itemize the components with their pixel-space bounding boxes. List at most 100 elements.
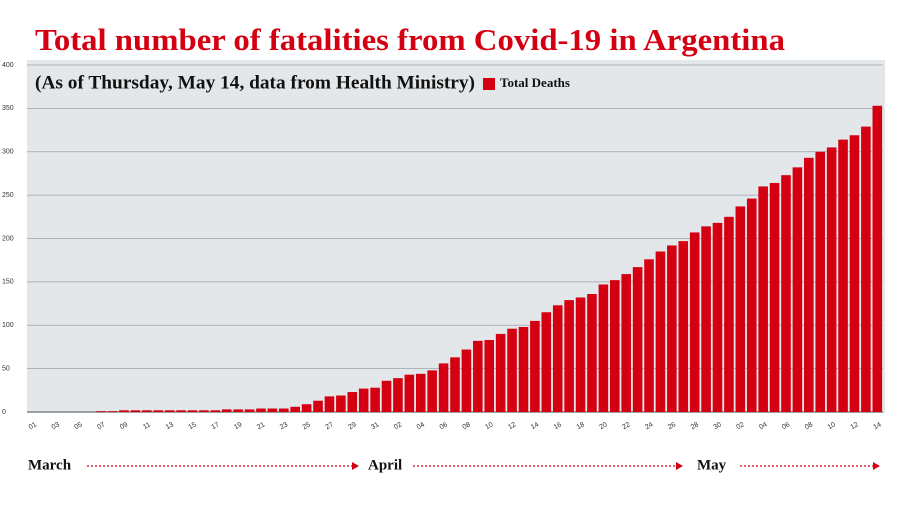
bar	[290, 406, 301, 412]
y-tick-label: 250	[2, 192, 14, 199]
bar	[746, 198, 757, 412]
bar	[404, 374, 415, 412]
month-label: March	[28, 457, 72, 473]
x-tick-label: 17	[210, 421, 220, 431]
x-tick-label: 11	[142, 421, 152, 431]
bar	[130, 410, 141, 412]
x-tick-label: 08	[461, 421, 471, 431]
bar	[484, 339, 495, 412]
bar	[518, 326, 529, 412]
bar	[735, 206, 746, 412]
y-tick-label: 200	[2, 235, 14, 242]
x-tick-label: 14	[872, 421, 882, 431]
x-tick-label: 08	[804, 421, 814, 431]
bar	[347, 392, 358, 412]
x-tick-label: 23	[279, 421, 289, 431]
bar	[313, 400, 323, 412]
bar	[267, 408, 278, 412]
x-tick-label: 14	[530, 421, 540, 431]
bar	[826, 147, 837, 412]
bar	[689, 232, 700, 412]
y-tick-label: 400	[2, 62, 14, 69]
x-tick-label: 07	[96, 421, 106, 431]
bar	[415, 373, 426, 412]
month-arrows	[87, 462, 880, 470]
y-tick-label: 100	[2, 322, 14, 329]
bar	[769, 182, 780, 412]
bar	[667, 245, 677, 412]
x-tick-label: 12	[850, 421, 860, 431]
x-tick-label: 04	[416, 421, 426, 431]
x-tick-label: 05	[73, 421, 83, 431]
bar	[164, 410, 175, 412]
x-tick-label: 28	[690, 421, 700, 431]
x-tick-label: 10	[827, 421, 837, 431]
bar	[838, 139, 848, 413]
x-tick-label: 16	[553, 421, 563, 431]
bar	[872, 105, 883, 413]
bar	[233, 409, 243, 412]
month-label: April	[368, 457, 402, 473]
bar	[552, 305, 563, 412]
bar	[176, 410, 186, 412]
x-tick-label: 26	[667, 421, 677, 431]
x-tick-label: 25	[302, 421, 312, 431]
bar	[758, 186, 768, 412]
y-tick-label: 150	[2, 279, 14, 286]
bar	[221, 409, 232, 412]
x-tick-label: 24	[644, 421, 654, 431]
x-tick-label: 04	[758, 421, 768, 431]
x-tick-label: 12	[507, 421, 517, 431]
bar	[461, 349, 472, 412]
bar	[381, 380, 392, 412]
bar	[187, 410, 198, 412]
bar	[804, 157, 814, 412]
bar	[142, 410, 152, 412]
x-tick-label: 06	[781, 421, 791, 431]
bar	[861, 126, 871, 412]
bar	[370, 387, 380, 412]
bar	[107, 411, 118, 412]
bar	[849, 135, 860, 412]
bar	[301, 404, 312, 412]
x-tick-label: 29	[347, 421, 357, 431]
bar	[358, 388, 369, 412]
bar	[336, 395, 346, 412]
bar	[473, 340, 483, 412]
bar	[815, 151, 826, 412]
x-tick-label: 27	[324, 421, 334, 431]
x-tick-label: 06	[439, 421, 449, 431]
x-tick-label: 10	[484, 421, 494, 431]
x-tick-label: 15	[188, 421, 198, 431]
bar	[712, 222, 723, 412]
bar	[244, 409, 255, 412]
bar	[507, 328, 517, 412]
y-tick-label: 50	[2, 365, 10, 372]
bar	[678, 241, 689, 412]
bar	[724, 216, 734, 412]
x-tick-label: 21	[256, 421, 266, 431]
chart-title: Total number of fatalities from Covid-19…	[35, 22, 786, 57]
bar	[427, 370, 437, 412]
x-tick-label: 13	[165, 421, 175, 431]
bar	[575, 297, 586, 412]
y-tick-label: 300	[2, 149, 14, 156]
bar	[495, 333, 506, 412]
bar	[530, 320, 540, 412]
x-tick-label: 03	[51, 421, 61, 431]
x-tick-label: 31	[370, 421, 380, 431]
chart-subtitle: (As of Thursday, May 14, data from Healt…	[35, 72, 475, 93]
x-tick-label: 09	[119, 421, 129, 431]
x-tick-label: 20	[598, 421, 608, 431]
x-tick-label: 18	[576, 421, 586, 431]
bar	[199, 410, 209, 412]
x-tick-label: 19	[233, 421, 243, 431]
bar	[393, 378, 403, 412]
y-tick-label: 350	[2, 105, 14, 112]
bar	[621, 274, 631, 412]
x-tick-label: 30	[713, 421, 723, 431]
bar	[792, 167, 803, 412]
bar	[119, 410, 129, 412]
bar	[96, 411, 106, 412]
bar	[564, 300, 574, 412]
